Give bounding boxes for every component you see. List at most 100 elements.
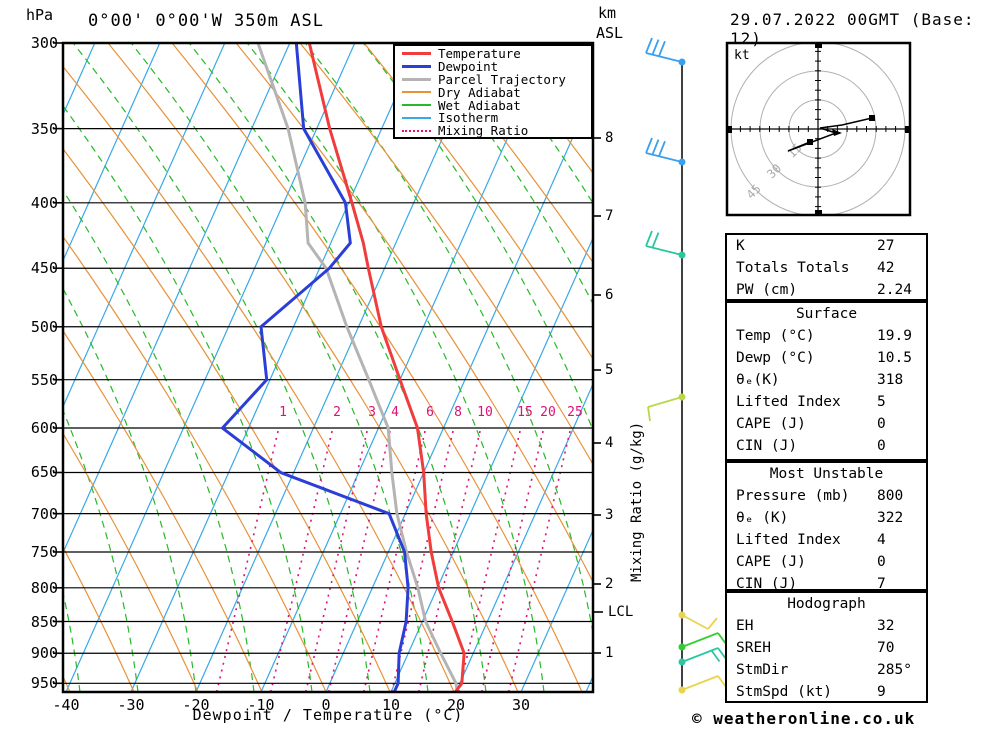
hodograph-ring-label: 15 <box>785 141 805 161</box>
info-label: Lifted Index <box>736 532 841 548</box>
info-value: 2.24 <box>877 282 912 298</box>
legend-label: Parcel Trajectory <box>438 71 566 87</box>
temp-tick-label: 0 <box>321 696 331 714</box>
hodograph-ring-label: 30 <box>764 161 784 181</box>
pressure-axis-unit: hPa <box>26 6 54 24</box>
legend-swatch-solid <box>402 51 431 55</box>
plot-area: 1 2 3 4 6 8 10 15 20 25 <box>63 43 593 692</box>
info-row: K 27 <box>727 235 926 257</box>
station-title: 0°00' 0°00'W 350m ASL <box>88 11 324 31</box>
info-label: CAPE (J) <box>736 554 806 570</box>
temp-tick-label: -30 <box>117 696 145 714</box>
info-value: 318 <box>877 372 904 388</box>
legend-label: Mixing Ratio <box>438 123 529 139</box>
info-label: SREH <box>736 640 771 656</box>
temp-tick-label: 10 <box>381 696 401 714</box>
copyright: © weatheronline.co.uk <box>692 709 916 728</box>
legend-label: Wet Adiabat <box>438 97 521 113</box>
info-row: SREH 70 <box>727 637 926 659</box>
legend-swatch-solid <box>402 91 431 94</box>
legend-item: Isotherm <box>395 110 591 126</box>
legend-box: Temperature Dewpoint Parcel Trajectory Dry … <box>393 44 593 139</box>
mixing-ratio-value: 15 <box>517 405 533 420</box>
pressure-tick-label: 750 <box>30 542 58 561</box>
km-tick-label: 4 <box>605 435 614 451</box>
km-tick-label: 3 <box>605 507 614 523</box>
info-label: EH <box>736 618 754 634</box>
info-row: Temp (°C) 19.9 <box>727 325 926 347</box>
info-value: 19.9 <box>877 328 912 344</box>
temp-tick-label: 30 <box>511 696 531 714</box>
legend-item: Temperature <box>395 45 591 61</box>
km-tick-label: 7 <box>605 208 614 224</box>
info-value: 27 <box>877 238 895 254</box>
mixing-ratio-value: 4 <box>391 405 399 420</box>
info-row: StmSpd (kt) 9 <box>727 681 926 703</box>
info-row: Totals Totals 42 <box>727 257 926 279</box>
pressure-tick-label: 500 <box>30 317 58 336</box>
wind-barb <box>678 611 718 630</box>
info-row: θₑ (K) 322 <box>727 507 926 529</box>
info-value: 70 <box>877 640 895 656</box>
pressure-tick-label: 350 <box>30 119 58 138</box>
km-tick-label: 6 <box>605 287 614 303</box>
info-label: CIN (J) <box>736 438 798 454</box>
pressure-tick-label: 950 <box>30 674 58 693</box>
hodograph-border <box>725 41 912 217</box>
plot-border <box>61 41 595 694</box>
mixing-ratio-value: 10 <box>477 405 493 420</box>
legend-item: Wet Adiabat <box>395 97 591 113</box>
mixing-ratio-value: 8 <box>454 405 462 420</box>
info-row: CIN (J) 7 <box>727 573 926 595</box>
info-value: 800 <box>877 488 904 504</box>
mixing-ratio-value: 25 <box>567 405 583 420</box>
pressure-tick-label: 300 <box>30 34 58 52</box>
info-box-header: Most Unstable <box>769 466 884 482</box>
hodograph-unit-label: kt <box>734 48 750 63</box>
info-label: PW (cm) <box>736 282 798 298</box>
mixing-ratio-value: 2 <box>333 405 341 420</box>
info-box-hodograph: Hodograph EH 32 SREH 70 StmDir 285° StmSpd (kt)… <box>725 591 928 703</box>
wind-barb <box>647 393 686 422</box>
legend-label: Temperature <box>438 45 521 61</box>
info-label: CAPE (J) <box>736 416 806 432</box>
info-value: 9 <box>877 684 886 700</box>
info-label: Dewp (°C) <box>736 350 815 366</box>
km-tick-label: 2 <box>605 576 614 592</box>
km-tick-label: 1 <box>605 645 614 661</box>
pressure-tick-label: 450 <box>30 259 58 278</box>
altitude-axis-unit-asl: ASL <box>596 24 624 42</box>
legend-label: Isotherm <box>438 110 499 126</box>
pressure-tick-label: 900 <box>30 644 58 663</box>
legend-swatch-dotted <box>402 129 431 132</box>
xaxis-title: Dewpoint / Temperature (°C) <box>192 706 464 724</box>
wind-barb <box>678 675 727 694</box>
pressure-tick-label: 650 <box>30 463 58 482</box>
info-value: 42 <box>877 260 895 276</box>
info-box-header: Surface <box>795 306 858 322</box>
info-row: CAPE (J) 0 <box>727 413 926 435</box>
altitude-axis-unit-km: km <box>598 4 617 22</box>
info-box: K 27 Totals Totals 42 PW (cm) 2.24 <box>725 233 928 301</box>
pressure-tick-label: 550 <box>30 370 58 389</box>
mixing-ratio-value: 1 <box>279 405 287 420</box>
pressure-tick-label: 700 <box>30 504 58 523</box>
info-value: 0 <box>877 554 886 570</box>
mixing-ratio-value: 20 <box>540 405 556 420</box>
info-value: 322 <box>877 510 904 526</box>
info-value: 285° <box>877 662 912 678</box>
info-label: θₑ (K) <box>736 510 789 526</box>
info-row: Lifted Index 5 <box>727 391 926 413</box>
info-row: θₑ(K) 318 <box>727 369 926 391</box>
mixing-ratio-axis-label: Mixing Ratio (g/kg) <box>629 421 645 582</box>
wind-barb <box>678 632 727 651</box>
legend-item: Dewpoint <box>395 59 591 74</box>
legend-swatch-solid <box>402 116 431 119</box>
info-label: Lifted Index <box>736 394 841 410</box>
info-label: StmDir <box>736 662 789 678</box>
info-row: Pressure (mb) 800 <box>727 485 926 507</box>
temp-tick-label: -10 <box>247 696 275 714</box>
datetime-title: 29.07.2022 00GMT (Base: 12) <box>730 10 975 48</box>
